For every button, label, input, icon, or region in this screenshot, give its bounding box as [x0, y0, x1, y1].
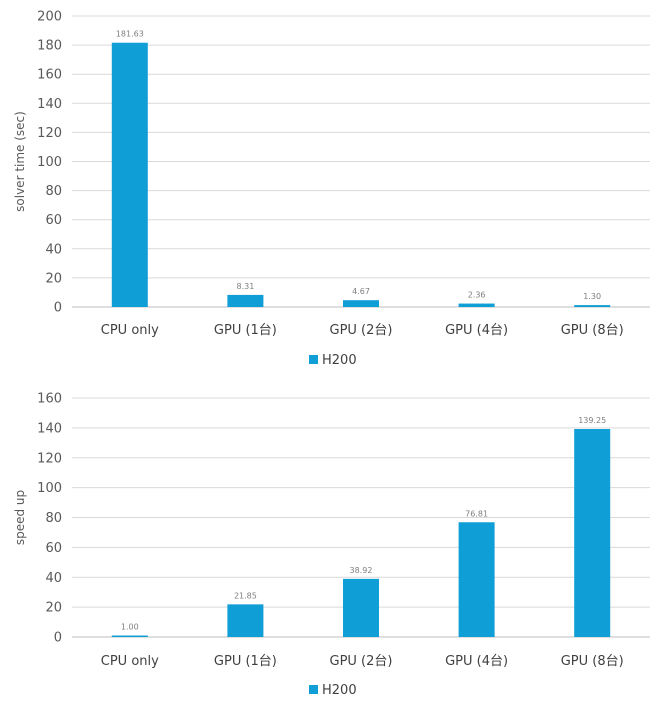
- y-tick-label: 120: [37, 126, 62, 141]
- data-label-0: 181.63: [116, 30, 144, 39]
- legend-swatch: [309, 685, 318, 694]
- data-label-2: 4.67: [352, 287, 370, 296]
- y-tick-label: 80: [45, 184, 62, 199]
- y-tick-label: 40: [45, 242, 62, 257]
- y-tick-label: 140: [37, 97, 62, 112]
- y-axis-label: solver time (sec): [13, 111, 27, 212]
- category-label-4: GPU (8台): [561, 323, 624, 338]
- bar-0: [111, 635, 148, 637]
- category-label-4: GPU (8台): [561, 654, 624, 669]
- y-tick-label: 40: [45, 571, 62, 586]
- data-label-4: 139.25: [578, 416, 606, 425]
- y-tick-label: 140: [37, 421, 62, 436]
- category-label-3: GPU (4台): [445, 654, 508, 669]
- category-label-1: GPU (1台): [214, 654, 277, 669]
- legend-entry: H200: [322, 683, 357, 698]
- category-label-2: GPU (2台): [330, 323, 393, 338]
- data-label-3: 76.81: [465, 509, 488, 518]
- data-label-2: 38.92: [350, 566, 373, 575]
- y-tick-label: 200: [37, 10, 62, 25]
- y-tick-label: 80: [45, 511, 62, 526]
- bar-2: [343, 300, 379, 307]
- bar-2: [343, 578, 379, 637]
- y-tick-label: 100: [37, 155, 62, 170]
- y-tick-label: 180: [37, 39, 62, 54]
- y-tick-label: 0: [54, 301, 62, 316]
- bar-0: [111, 42, 148, 307]
- data-label-0: 1.00: [121, 623, 139, 632]
- data-label-4: 1.30: [583, 292, 601, 301]
- bar-4: [574, 428, 611, 637]
- y-tick-label: 120: [37, 451, 62, 466]
- y-axis-label: speed up: [13, 490, 27, 545]
- y-tick-label: 60: [45, 213, 62, 228]
- y-tick-label: 100: [37, 481, 62, 496]
- category-label-0: CPU only: [101, 654, 159, 669]
- data-label-1: 21.85: [234, 591, 257, 600]
- data-label-1: 8.31: [236, 282, 254, 291]
- bar-1: [227, 294, 264, 307]
- y-tick-label: 160: [37, 68, 62, 83]
- legend-swatch: [309, 355, 318, 364]
- legend-entry: H200: [322, 353, 357, 368]
- solver-time-chart: 0 20 40 60 80 100 120 140 160 180 200 solver time (…: [13, 10, 650, 368]
- category-label-0: CPU only: [101, 323, 159, 338]
- y-tick-label: 160: [37, 392, 62, 407]
- data-label-3: 2.36: [468, 291, 486, 300]
- bar-1: [227, 604, 264, 637]
- category-label-1: GPU (1台): [214, 323, 277, 338]
- y-tick-label: 20: [45, 271, 62, 286]
- y-tick-label: 60: [45, 541, 62, 556]
- y-tick-label: 20: [45, 601, 62, 616]
- bar-3: [458, 303, 495, 307]
- speedup-chart: 0 20 40 60 80 100 120 140 160 speed up 1.00 CPU onl…: [13, 392, 650, 698]
- y-tick-label: 0: [54, 631, 62, 646]
- bar-3: [458, 522, 495, 637]
- category-label-3: GPU (4台): [445, 323, 508, 338]
- category-label-2: GPU (2台): [330, 654, 393, 669]
- bar-4: [574, 305, 611, 307]
